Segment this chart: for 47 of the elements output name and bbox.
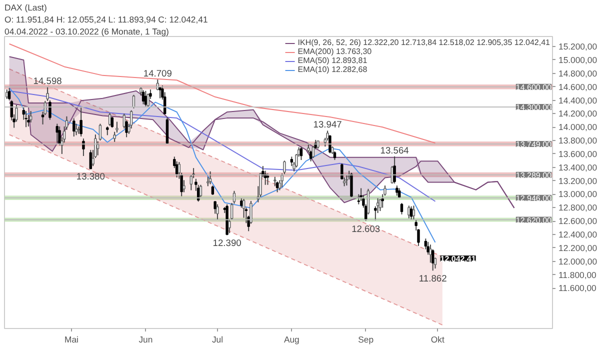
annotation: 13.564 [380,145,409,156]
ref-line-label: 12.946,00 [516,194,552,203]
annotation: 12.390 [212,238,242,248]
annotation: 12.042,41 [440,254,476,264]
y-tick-label: 14.400,00 [558,95,598,106]
y-tick-label: 12.600,00 [558,216,598,226]
ref-line-label: 12.620,00 [516,216,552,225]
y-tick-label: 13.000,00 [558,189,598,200]
y-tick-label: 15.200,00 [558,42,598,52]
ref-line-label: 14.600,00 [516,82,552,92]
y-tick-label: 11.800,00 [558,270,597,280]
legend-label: EMA(50) 12.893,81 [298,56,368,65]
y-tick-label: 12.400,00 [558,230,598,240]
y-tick-label: 14.000,00 [558,122,598,132]
y-tick-label: 12.200,00 [558,242,598,253]
y-tick-label: 12.000,00 [558,256,598,266]
x-tick-label: Okt [430,334,445,344]
ref-line-label: 13.289,00 [516,170,552,180]
x-tick-label: Mai [64,334,79,344]
y-tick-label: 13.200,00 [558,176,598,186]
ref-line-label: 14.300,00 [516,102,552,112]
legend-label: IKH(9, 26, 52, 26) 12.322,20 12.713,84 12.518,02 12.905,35 12.042,41 [298,38,550,47]
annotation: 11.862 [418,274,447,284]
text: O: 11.951,84 H: 12.055,24 L: 11.893,94 C: 12.042,41 [4,14,208,24]
y-tick-label: 14.600,00 [558,82,598,92]
ref-line-label: 13.749,00 [516,140,552,149]
x-tick-label: Jul [212,334,224,344]
annotation: 13.380 [76,172,105,182]
annotation: 12.603 [352,224,380,234]
legend-label: EMA(10) 12.282,68 [298,65,368,74]
y-tick-label: 15.000,00 [558,54,598,65]
y-tick-label: 13.400,00 [558,162,598,172]
y-tick-label: 14.200,00 [558,108,598,119]
x-tick-label: Jun [138,334,153,344]
annotation: 14.598 [33,76,62,86]
annotation: 14.709 [143,68,172,79]
y-tick-label: 14.800,00 [558,68,598,78]
x-tick-label: Sep [358,334,374,344]
chart-subtitle: 04.04.2022 - 03.10.2022 (6 Monate, 1 Tag) [4,26,170,36]
y-tick-label: 12.800,00 [558,202,598,213]
y-tick-label: 13.600,00 [558,148,598,159]
annotation: 13.947 [313,120,342,130]
chart-title: DAX (Last) [4,2,47,12]
x-tick-label: Aug [284,334,300,344]
y-tick-label: 11.600,00 [558,283,597,294]
y-tick-label: 13.800,00 [558,136,598,146]
legend-label: EMA(200) 13.763,30 [298,47,372,56]
